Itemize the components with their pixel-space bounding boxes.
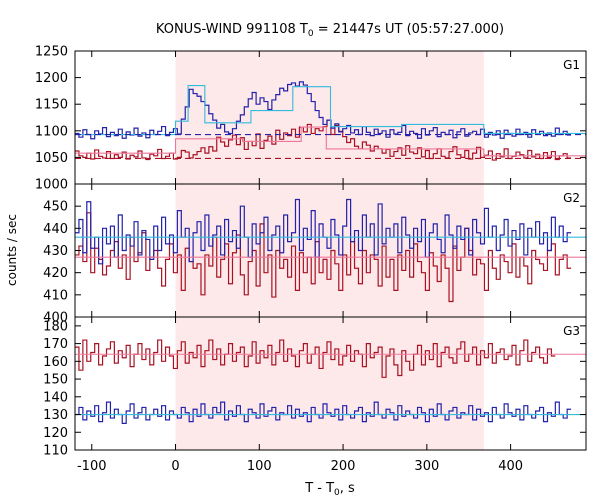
x-tick-label: -100 xyxy=(77,459,107,474)
y-tick-label: 170 xyxy=(43,337,68,352)
y-tick-label: 400 xyxy=(43,311,68,326)
plot-layer: 100010501100115012001250G140041042043044… xyxy=(35,45,587,474)
panel-frame xyxy=(74,316,587,451)
y-tick-label: 140 xyxy=(43,390,68,405)
panel-g1: 1000 1050 1100 1150 1200 1250 G1 xyxy=(35,45,587,193)
burst-interval-shade xyxy=(175,51,484,450)
panel-label-g2: G2 xyxy=(563,191,580,205)
x-tick-label: 0 xyxy=(171,459,179,474)
x-tick-label: 200 xyxy=(331,459,356,474)
x-tick-label: 100 xyxy=(247,459,272,474)
y-tick-label: 1250 xyxy=(35,45,68,60)
y-tick-label: 1050 xyxy=(35,151,68,166)
series-red-histogram xyxy=(75,339,556,378)
x-axis-label-main: T - T xyxy=(304,481,334,496)
panel-g2: 400 410 420 430 440 450 G2 xyxy=(43,183,587,326)
x-axis-label-rest: , s xyxy=(340,481,355,496)
chart-title-rest: = 21447s UT (05:57:27.000) xyxy=(314,22,504,37)
y-tick-label: 1000 xyxy=(35,178,68,193)
panel-label-g3: G3 xyxy=(563,324,580,338)
y-tick-label: 430 xyxy=(43,244,68,259)
y-tick-label: 1200 xyxy=(35,71,68,86)
chart-title-main: KONUS-WIND 991108 T xyxy=(156,22,308,37)
y-tick-label: 440 xyxy=(43,222,68,237)
series-pink-blocks xyxy=(75,126,586,157)
y-tick-label: 420 xyxy=(43,266,68,281)
x-axis-label: T - T0, s xyxy=(304,481,355,498)
y-tick-label: 1150 xyxy=(35,98,68,113)
series-blue-histogram xyxy=(75,81,572,140)
series-cyan-blocks xyxy=(75,85,586,136)
y-tick-label: 410 xyxy=(43,288,68,303)
x-tick-label: 400 xyxy=(498,459,523,474)
panel-data xyxy=(75,81,586,161)
y-tick-label: 450 xyxy=(43,200,68,215)
y-tick-label: 130 xyxy=(43,408,68,423)
chart-title: KONUS-WIND 991108 T0 = 21447s UT (05:57:… xyxy=(156,22,504,39)
panel-g3: 110 120 130 140 150 160 170 180 G3 xyxy=(43,316,587,459)
y-tick-label: 180 xyxy=(43,319,68,334)
panel-data xyxy=(75,198,586,303)
series-red-histogram xyxy=(75,212,572,303)
x-tick-label: 300 xyxy=(414,459,439,474)
y-tick-label: 150 xyxy=(43,373,68,388)
series-red-histogram xyxy=(75,119,572,161)
y-tick-label: 160 xyxy=(43,355,68,370)
y-tick-label: 120 xyxy=(43,426,68,441)
panel-data xyxy=(75,339,586,424)
panel-label-g1: G1 xyxy=(563,58,580,72)
y-tick-label: 1100 xyxy=(35,124,68,139)
x-axis-label-sub: 0 xyxy=(334,488,340,498)
chart-title-sub: 0 xyxy=(308,29,314,39)
y-tick-label: 110 xyxy=(43,444,68,459)
y-axis-label: counts / sec xyxy=(5,214,19,286)
series-blue-histogram xyxy=(75,198,572,265)
